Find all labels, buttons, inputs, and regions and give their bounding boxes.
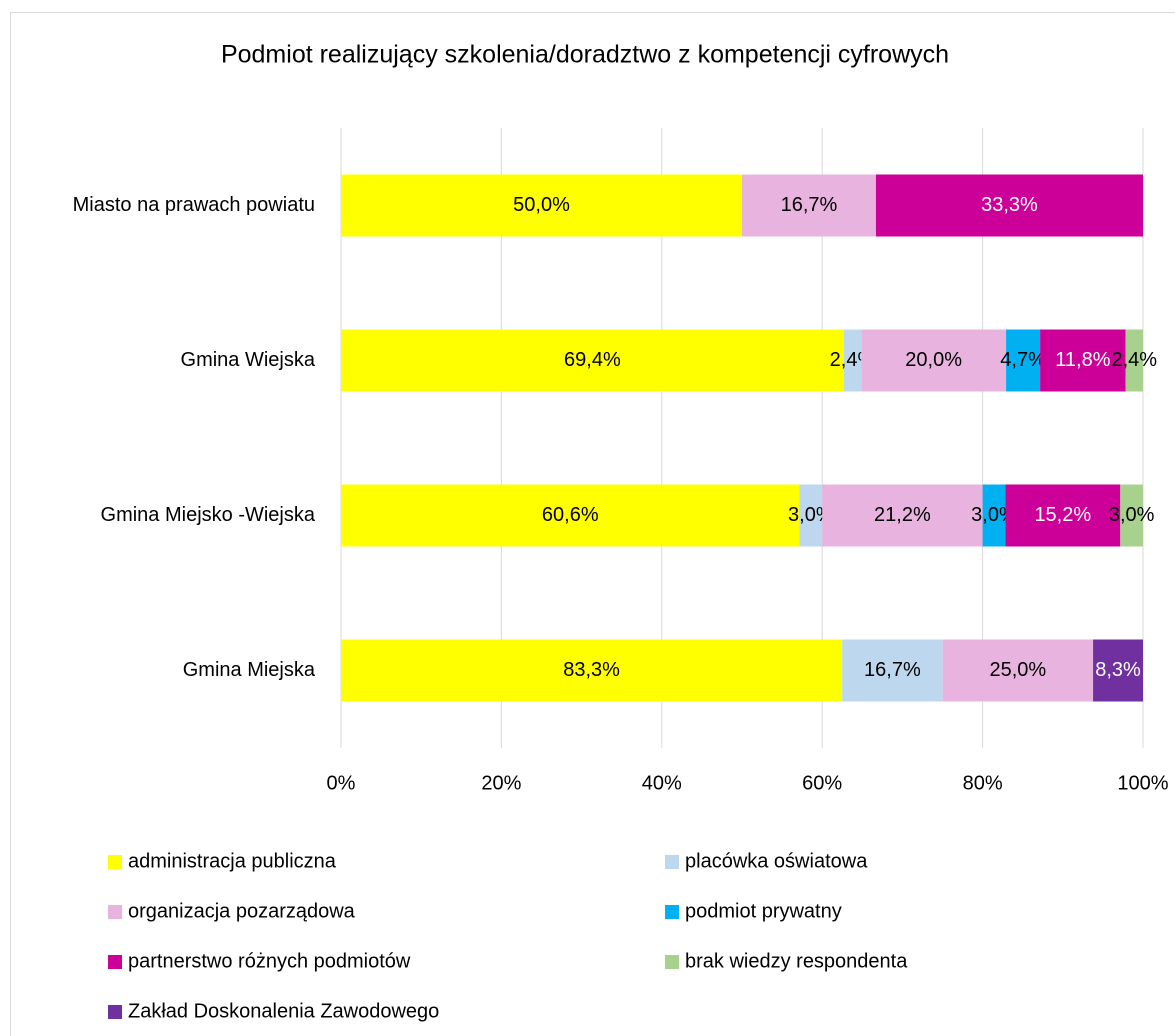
data-label: 2,4% xyxy=(1112,349,1158,371)
bar-segment xyxy=(341,329,844,392)
legend-swatch xyxy=(108,905,122,919)
data-label: 8,3% xyxy=(1095,659,1141,681)
data-label: 25,0% xyxy=(989,659,1046,681)
data-label: 20,0% xyxy=(905,349,962,371)
x-tick-label: 60% xyxy=(802,772,842,794)
data-label: 11,8% xyxy=(1055,349,1110,371)
legend-swatch xyxy=(665,905,679,919)
bar-segment xyxy=(861,329,1007,392)
chart-title: Podmiot realizujący szkolenia/doradztwo … xyxy=(221,41,949,69)
data-label: 4,7% xyxy=(1000,349,1046,371)
data-label: 69,4% xyxy=(564,349,621,371)
bar-segment xyxy=(942,639,1094,702)
legend-swatch xyxy=(665,955,679,969)
legend-label: organizacja pozarządowa xyxy=(128,900,356,922)
bar-segment xyxy=(341,174,742,237)
y-tick-label: Gmina Wiejska xyxy=(181,349,316,371)
legend-label: placówka oświatowa xyxy=(685,850,868,872)
x-tick-label: 80% xyxy=(963,772,1003,794)
bar-segment xyxy=(1006,329,1041,392)
x-tick-label: 0% xyxy=(327,772,356,794)
legend-label: administracja publiczna xyxy=(128,850,337,872)
y-tick-label: Miasto na prawach powiatu xyxy=(73,194,315,216)
x-tick-label: 100% xyxy=(1117,772,1168,794)
bar-segment xyxy=(875,174,1143,237)
bar-segment xyxy=(1093,639,1143,702)
data-label: 50,0% xyxy=(513,194,570,216)
bar-segment xyxy=(1120,484,1143,547)
bar-segment xyxy=(341,484,800,547)
data-label: 60,6% xyxy=(542,504,599,526)
y-tick-label: Gmina Miejska xyxy=(183,659,316,681)
bar-segment xyxy=(982,484,1006,547)
data-label: 16,7% xyxy=(781,194,838,216)
data-label: 3,0% xyxy=(1109,504,1155,526)
bar-segment xyxy=(341,639,843,702)
y-tick-label: Gmina Miejsko -Wiejska xyxy=(101,504,316,526)
data-label: 33,3% xyxy=(981,194,1038,216)
bar-segment xyxy=(1040,329,1126,392)
data-label: 16,7% xyxy=(864,659,921,681)
data-label: 21,2% xyxy=(874,504,931,526)
bar-segment xyxy=(842,639,943,702)
bar-segment xyxy=(742,174,876,237)
x-tick-label: 40% xyxy=(642,772,682,794)
legend-swatch xyxy=(108,855,122,869)
legend-label: brak wiedzy respondenta xyxy=(685,950,908,972)
legend-label: partnerstwo różnych podmiotów xyxy=(128,950,411,972)
bar-segment xyxy=(843,329,862,392)
legend-swatch xyxy=(108,955,122,969)
bar-segment xyxy=(1005,484,1121,547)
legend-label: Zakład Doskonalenia Zawodowego xyxy=(128,1000,439,1022)
legend-swatch xyxy=(665,855,679,869)
legend-swatch xyxy=(108,1005,122,1019)
data-label: 83,3% xyxy=(563,659,620,681)
bar-segment xyxy=(1125,329,1143,392)
bar-segment xyxy=(799,484,823,547)
bar-segment xyxy=(822,484,983,547)
legend-label: podmiot prywatny xyxy=(685,900,842,922)
x-tick-label: 20% xyxy=(481,772,521,794)
data-label: 15,2% xyxy=(1034,504,1091,526)
